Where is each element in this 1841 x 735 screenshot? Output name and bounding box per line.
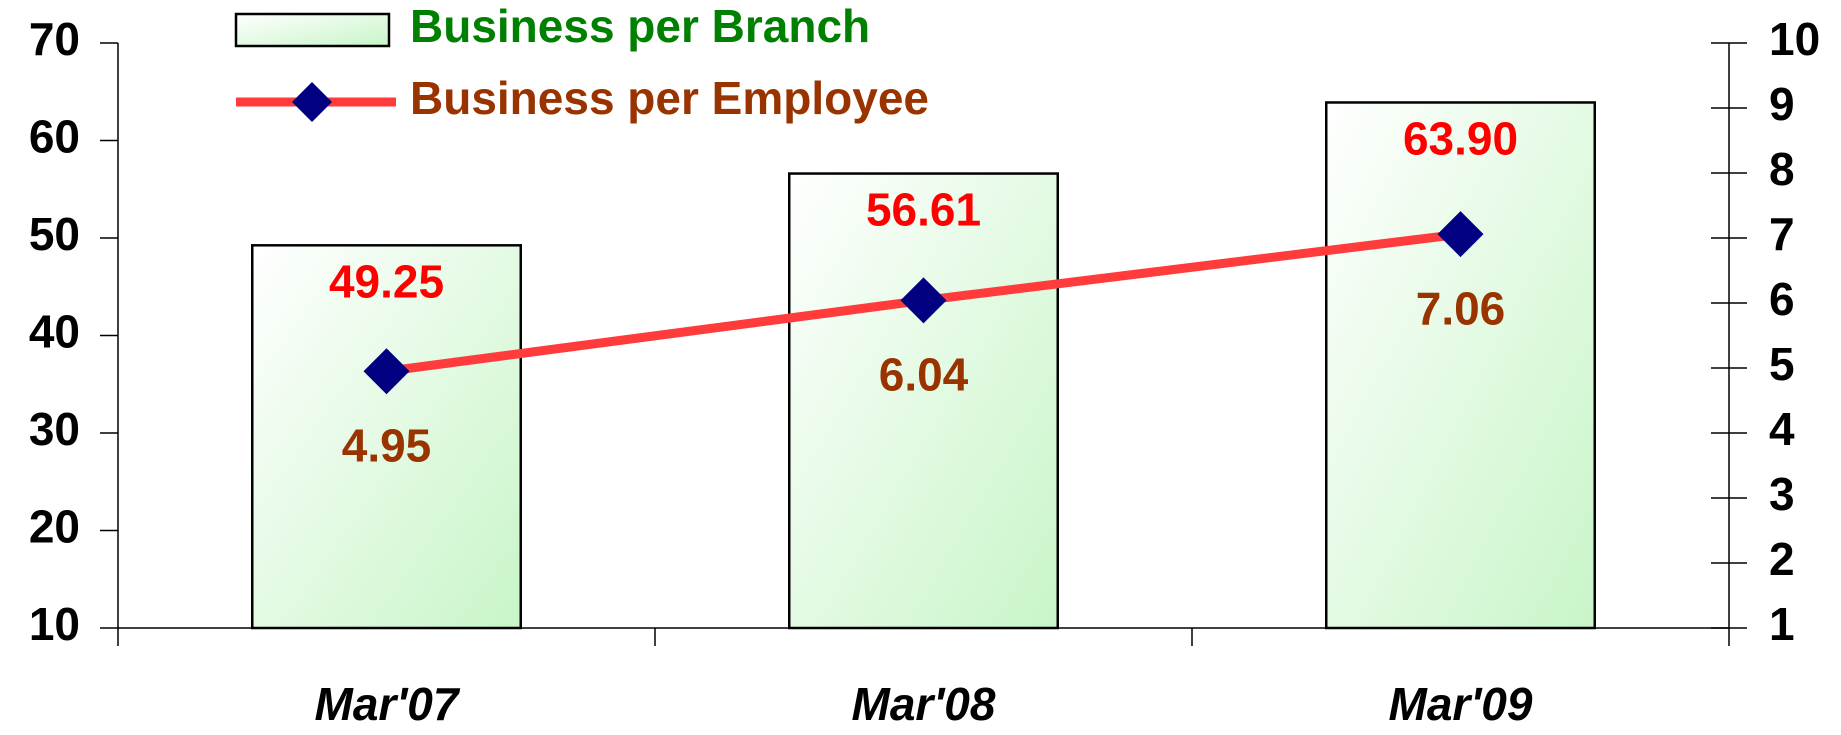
- y2-tick-label: 10: [1769, 13, 1820, 65]
- bar: [251, 244, 522, 630]
- legend-label: Business per Employee: [410, 72, 929, 124]
- y2-tick-label: 3: [1769, 468, 1795, 520]
- y-tick-label: 40: [29, 306, 80, 358]
- y2-tick-label: 6: [1769, 273, 1795, 325]
- y2-tick-label: 9: [1769, 78, 1795, 130]
- x-tick-label: Mar'08: [852, 678, 996, 730]
- line-value-label: 6.04: [879, 349, 969, 401]
- line-marker: [1437, 211, 1484, 258]
- y-tick-label: 70: [29, 13, 80, 65]
- line-marker: [900, 277, 947, 324]
- y-tick-label: 60: [29, 111, 80, 163]
- y2-tick-label: 1: [1769, 598, 1795, 650]
- bar-value-label: 56.61: [866, 184, 981, 236]
- bar-value-label: 63.90: [1403, 113, 1518, 165]
- line-marker: [363, 348, 410, 395]
- bar: [1325, 101, 1596, 630]
- legend-marker: [292, 82, 332, 122]
- bar: [788, 172, 1059, 630]
- y-tick-label: 50: [29, 208, 80, 260]
- y2-tick-label: 8: [1769, 143, 1795, 195]
- line-value-label: 4.95: [342, 419, 432, 471]
- x-tick-label: Mar'07: [315, 678, 461, 730]
- y-tick-label: 20: [29, 501, 80, 553]
- x-tick-label: Mar'09: [1389, 678, 1533, 730]
- y2-tick-label: 7: [1769, 208, 1795, 260]
- legend-label: Business per Branch: [410, 0, 870, 52]
- line-value-label: 7.06: [1416, 282, 1506, 334]
- y2-tick-label: 4: [1769, 403, 1795, 455]
- y2-tick-label: 5: [1769, 338, 1795, 390]
- y-tick-label: 10: [29, 598, 80, 650]
- y2-tick-label: 2: [1769, 533, 1795, 585]
- legend-swatch: [234, 12, 391, 48]
- bar-value-label: 49.25: [329, 255, 444, 307]
- y-tick-label: 30: [29, 403, 80, 455]
